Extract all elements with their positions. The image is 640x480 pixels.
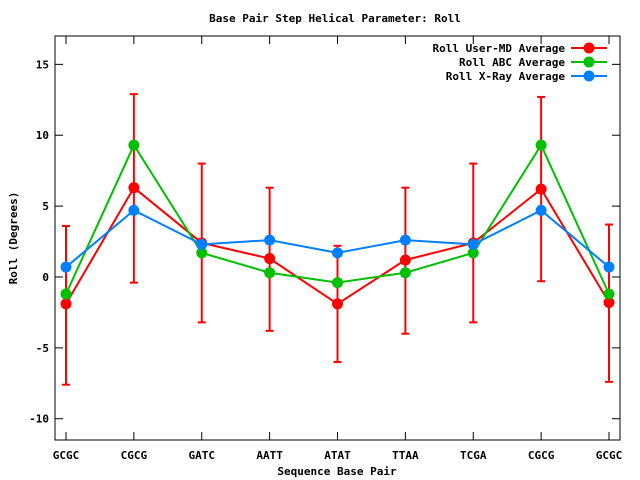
legend-label: Roll X-Ray Average	[446, 70, 566, 83]
data-point	[264, 253, 276, 265]
data-point	[264, 267, 276, 279]
data-point	[196, 247, 208, 259]
data-point	[467, 238, 479, 250]
chart-title: Base Pair Step Helical Parameter: Roll	[209, 12, 461, 25]
data-point	[264, 234, 276, 246]
series-1	[60, 93, 615, 386]
legend-marker	[583, 70, 595, 82]
y-tick-label: 5	[42, 200, 49, 213]
x-tick-label: GCGC	[53, 449, 80, 462]
data-point	[535, 204, 547, 216]
data-point	[535, 139, 547, 151]
series-layer	[60, 93, 615, 386]
data-point	[60, 288, 72, 300]
data-point	[399, 254, 411, 266]
y-axis-label: Roll (Degrees)	[7, 192, 20, 285]
x-tick-label: CGCG	[528, 449, 555, 462]
data-point	[128, 182, 140, 194]
series-3	[60, 204, 615, 273]
x-tick-label: TTAA	[392, 449, 419, 462]
data-point	[60, 298, 72, 310]
legend-label: Roll User-MD Average	[433, 42, 566, 55]
x-axis: GCGC CGCG GATC AATT ATAT TTAA TCGA CGCG GCGC	[53, 36, 623, 462]
legend-marker	[583, 56, 595, 68]
data-point	[196, 238, 208, 250]
data-point	[603, 288, 615, 300]
data-point	[332, 247, 343, 259]
legend-label: Roll ABC Average	[459, 56, 565, 69]
y-tick-label: -5	[36, 342, 49, 355]
data-point	[535, 183, 547, 195]
data-point	[467, 247, 479, 259]
data-point	[399, 234, 411, 246]
x-tick-label: GATC	[189, 449, 216, 462]
y-tick-label: -10	[29, 413, 49, 426]
data-point	[128, 139, 140, 151]
legend-marker	[583, 42, 595, 54]
data-point	[60, 261, 72, 273]
y-tick-label: 15	[36, 58, 49, 71]
data-point	[399, 267, 411, 279]
data-point	[332, 298, 343, 310]
x-tick-label: AATT	[256, 449, 283, 462]
x-tick-label: CGCG	[121, 449, 148, 462]
y-axis: -10 -5 0 5 10 15	[29, 58, 620, 426]
series-2	[60, 139, 615, 300]
x-axis-label: Sequence Base Pair	[277, 465, 397, 478]
x-tick-label: GCGC	[596, 449, 623, 462]
y-tick-label: 10	[36, 129, 49, 142]
data-point	[603, 296, 615, 308]
y-tick-label: 0	[42, 271, 49, 284]
x-tick-label: TCGA	[460, 449, 487, 462]
x-tick-label: ATAT	[324, 449, 351, 462]
plot-frame	[54, 35, 621, 441]
data-point	[332, 277, 343, 289]
data-point	[128, 204, 140, 216]
data-point	[603, 261, 615, 273]
